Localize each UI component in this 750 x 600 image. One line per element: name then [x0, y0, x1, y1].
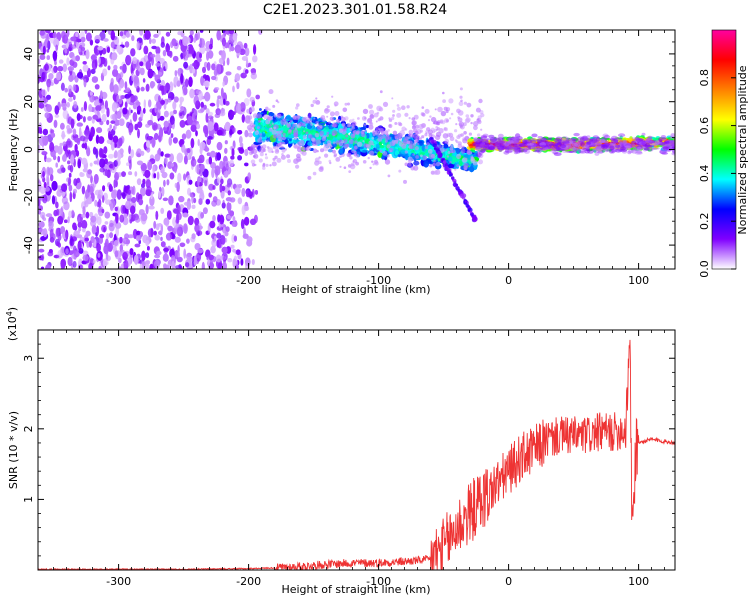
spectrogram-blobs	[38, 30, 675, 269]
spectrogram-x-tick-label: -300	[106, 274, 131, 287]
colorbar-tick-label: 0.4	[698, 165, 711, 183]
snr-y-tick-label: 3	[22, 355, 35, 362]
snr-y-tick-label: 1	[22, 496, 35, 503]
spectrogram-x-tick-label: 0	[505, 274, 512, 287]
spectrogram-y-tick-label: 40	[22, 47, 35, 61]
spectrogram-heatmap	[38, 30, 675, 269]
snr-y-axis-label: SNR (10 * v/v)	[7, 411, 20, 489]
colorbar-tick-label: 0.0	[698, 260, 711, 278]
spectrogram-y-tick-label: -40	[22, 236, 35, 254]
colorbar-label: Normalized spectral amplitude	[736, 65, 749, 234]
snr-plot-area	[38, 330, 675, 570]
snr-x-axis-label: Height of straight line (km)	[281, 583, 430, 596]
spectrogram-x-axis-label: Height of straight line (km)	[281, 283, 430, 296]
spectrogram-x-tick-label: -100	[366, 274, 391, 287]
snr-x-tick-label: -300	[106, 575, 131, 588]
colorbar-tick-label: 0.6	[698, 117, 711, 135]
snr-series-line	[38, 339, 675, 570]
spectrogram-x-tick-label: 100	[628, 274, 649, 287]
snr-x-tick-label: -200	[236, 575, 261, 588]
snr-x-tick-label: -100	[366, 575, 391, 588]
snr-x-tick-label: 100	[628, 575, 649, 588]
spectrogram-y-axis-label: Frequency (Hz)	[7, 109, 20, 192]
colorbar-tick-label: 0.2	[698, 212, 711, 230]
spectrogram-y-tick-label: 0	[22, 146, 35, 153]
snr-y-tick-label: 2	[22, 425, 35, 432]
snr-frame	[37, 329, 676, 571]
chart-title: C2E1.2023.301.01.58.R24	[263, 2, 447, 18]
snr-x-tick-label: 0	[505, 575, 512, 588]
colorbar-gradient	[711, 29, 737, 270]
spectrogram-x-tick-label: -200	[236, 274, 261, 287]
spectrogram-y-tick-label: -20	[22, 188, 35, 206]
snr-panel: -300 -200 -100 0 100 1 2 3 Height of straight l…	[5, 307, 676, 596]
snr-axes: -300 -200 -100 0 100 1 2 3	[22, 330, 675, 588]
colorbar-tick-label: 0.8	[698, 69, 711, 87]
snr-y-multiplier: (x104)	[5, 307, 19, 341]
spectrogram-y-tick-label: 20	[22, 95, 35, 109]
colorbar: 0.0 0.2 0.4 0.6 0.8 Normalized spectral ampl…	[698, 29, 749, 278]
colorbar-ticks: 0.0 0.2 0.4 0.6 0.8	[698, 69, 736, 278]
